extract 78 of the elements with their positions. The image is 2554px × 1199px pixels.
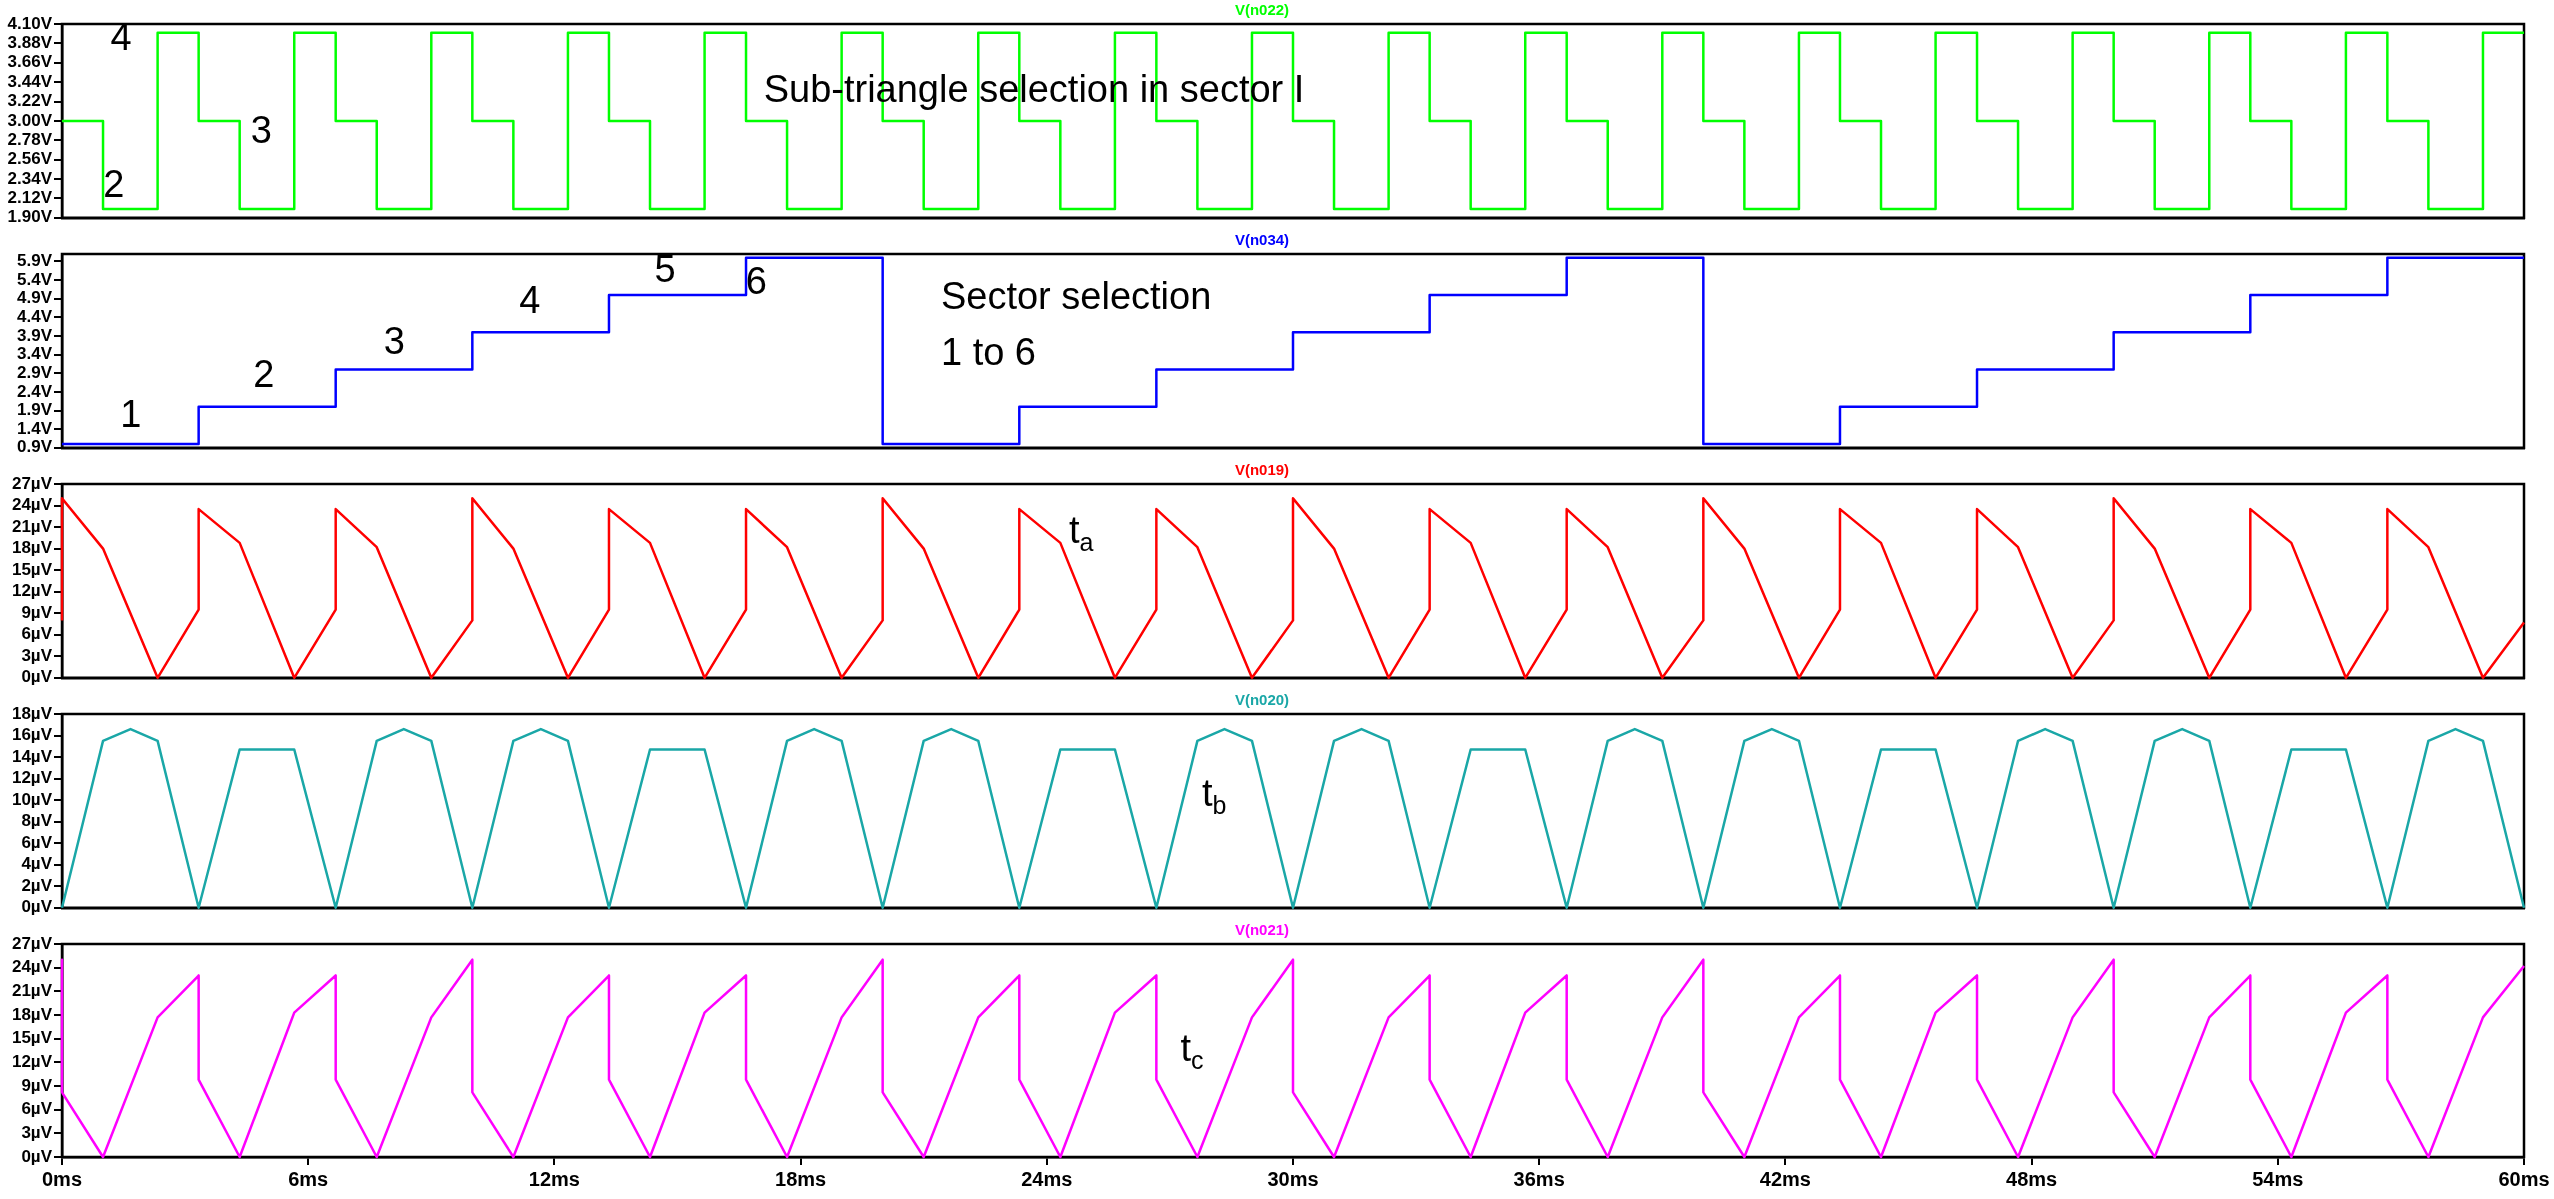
chart-title: V(n022): [1234, 1, 1290, 19]
y-tick-label: 18µV: [11, 1004, 53, 1024]
annotation: 4: [110, 15, 132, 58]
y-tick-label: 2.34V: [7, 168, 53, 188]
y-tick-label: 24µV: [11, 957, 53, 977]
y-tick-label: 21µV: [11, 516, 53, 536]
annotation: 1: [120, 393, 142, 436]
annotation: 6: [745, 259, 767, 302]
y-tick-label: 2.78V: [7, 129, 53, 149]
y-tick-label: 2µV: [21, 875, 53, 895]
x-tick-label: 6ms: [288, 1167, 329, 1190]
annotation: 2: [103, 163, 125, 206]
y-tick-label: 3.88V: [7, 33, 53, 53]
x-tick-label: 24ms: [1021, 1167, 1073, 1190]
x-tick-label: 60ms: [2498, 1167, 2550, 1190]
y-tick-label: 14µV: [11, 746, 53, 766]
y-tick-label: 6µV: [21, 832, 53, 852]
y-tick-label: 3.9V: [17, 325, 53, 345]
x-tick-label: 30ms: [1267, 1167, 1319, 1190]
chart-title: V(n034): [1234, 231, 1290, 249]
y-tick-label: 18µV: [11, 538, 53, 558]
y-tick-label: 27µV: [11, 473, 53, 493]
y-tick-label: 10µV: [11, 789, 53, 809]
y-tick-label: 15µV: [11, 1028, 53, 1048]
y-tick-label: 18µV: [11, 703, 53, 723]
annotation: 2: [253, 352, 275, 395]
y-tick-label: 3.22V: [7, 91, 53, 111]
y-tick-label: 2.9V: [17, 362, 53, 382]
y-tick-label: 0µV: [21, 897, 53, 917]
y-tick-label: 4µV: [21, 854, 53, 874]
y-tick-label: 9µV: [21, 602, 53, 622]
x-tick-label: 18ms: [775, 1167, 827, 1190]
annotation: 3: [250, 109, 272, 152]
y-tick-label: 16µV: [11, 725, 53, 745]
y-tick-label: 27µV: [11, 933, 53, 953]
y-tick-label: 1.4V: [17, 418, 53, 438]
y-tick-label: 3.44V: [7, 71, 53, 91]
x-tick-label: 42ms: [1759, 1167, 1811, 1190]
y-tick-label: 9µV: [21, 1075, 53, 1095]
x-tick-label: 54ms: [2252, 1167, 2304, 1190]
y-tick-label: 6µV: [21, 1099, 53, 1119]
y-tick-label: 12µV: [11, 1052, 53, 1072]
y-tick-label: 2.56V: [7, 149, 53, 169]
x-tick-label: 12ms: [528, 1167, 580, 1190]
y-tick-label: 5.9V: [17, 251, 53, 271]
chart-title: V(n020): [1234, 691, 1290, 709]
y-tick-label: 0.9V: [17, 437, 53, 457]
y-tick-label: 4.10V: [7, 13, 53, 33]
y-tick-label: 3µV: [21, 645, 53, 665]
y-tick-label: 3.4V: [17, 344, 53, 364]
y-tick-label: 1.9V: [17, 400, 53, 420]
y-tick-label: 2.4V: [17, 381, 53, 401]
chart-title: V(n019): [1234, 461, 1290, 479]
y-tick-label: 4.4V: [17, 307, 53, 327]
y-tick-label: 2.12V: [7, 188, 53, 208]
annotation: 4: [519, 278, 541, 321]
annotation: 3: [383, 319, 405, 362]
y-tick-label: 12µV: [11, 581, 53, 601]
y-tick-label: 3.66V: [7, 52, 53, 72]
y-tick-label: 1.90V: [7, 207, 53, 227]
x-tick-label: 36ms: [1513, 1167, 1565, 1190]
y-tick-label: 8µV: [21, 811, 53, 831]
y-tick-label: 15µV: [11, 559, 53, 579]
chart-title: V(n021): [1234, 921, 1290, 939]
y-tick-label: 0µV: [21, 1146, 53, 1166]
y-tick-label: 24µV: [11, 495, 53, 515]
x-tick-label: 48ms: [2006, 1167, 2058, 1190]
x-tick-label: 0ms: [41, 1167, 83, 1190]
y-tick-label: 4.9V: [17, 288, 53, 308]
annotation: 5: [654, 247, 676, 290]
y-tick-label: 21µV: [11, 981, 53, 1001]
y-tick-label: 12µV: [11, 768, 53, 788]
y-tick-label: 3.00V: [7, 110, 53, 130]
y-tick-label: 3µV: [21, 1123, 53, 1143]
y-tick-label: 5.4V: [17, 269, 53, 289]
y-tick-label: 0µV: [21, 667, 53, 687]
annotation: Sector selection 1 to 6: [940, 275, 1212, 374]
y-tick-label: 6µV: [21, 624, 53, 644]
